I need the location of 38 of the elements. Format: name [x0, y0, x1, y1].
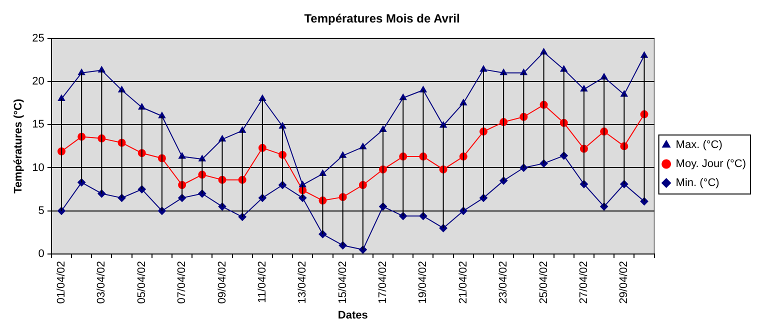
- x-axis-title: Dates: [338, 309, 368, 322]
- x-tick-label: 29/04/02: [618, 260, 630, 304]
- x-tick-label: 01/04/02: [56, 260, 68, 304]
- legend-label: Min. (°C): [676, 177, 720, 190]
- x-tick-label: 03/04/02: [96, 260, 108, 304]
- x-tick-label: 21/04/02: [457, 260, 470, 304]
- point: [98, 66, 106, 73]
- point: [258, 94, 266, 102]
- point: [520, 68, 528, 76]
- x-tick-label: 17/04/02: [377, 260, 390, 304]
- y-axis-title: Températures (°C): [12, 98, 25, 194]
- point: [580, 85, 588, 92]
- y-tick-label: 0: [38, 248, 44, 260]
- x-tick-label: 13/04/02: [296, 260, 309, 304]
- point: [400, 94, 407, 100]
- point: [500, 68, 508, 76]
- y-tick-label: 5: [38, 204, 44, 217]
- x-tick-label: 23/04/02: [498, 260, 510, 304]
- point: [138, 103, 146, 110]
- y-tick-label: 25: [32, 32, 44, 44]
- point: [319, 170, 326, 176]
- point: [279, 122, 286, 129]
- legend-label: Max. (°C): [676, 139, 722, 152]
- x-tick-label: 07/04/02: [176, 260, 188, 304]
- x-tick-label: 27/04/02: [578, 260, 590, 304]
- point: [218, 135, 226, 142]
- x-tick-label: 15/04/02: [336, 260, 349, 304]
- chart-title: Températures Mois de Avril: [304, 12, 460, 26]
- x-tick-label: 05/04/02: [136, 260, 148, 304]
- x-tick-label: 25/04/02: [538, 260, 550, 304]
- x-tick-label: 09/04/02: [216, 260, 228, 304]
- x-tick-label: 11/04/02: [256, 260, 268, 303]
- point: [78, 68, 86, 76]
- y-tick-label: 20: [32, 76, 44, 88]
- y-tick-label: 10: [32, 162, 44, 174]
- y-tick-label: 15: [32, 118, 44, 131]
- x-tick-label: 19/04/02: [417, 260, 430, 304]
- legend-label: Moy. Jour (°C): [676, 158, 746, 170]
